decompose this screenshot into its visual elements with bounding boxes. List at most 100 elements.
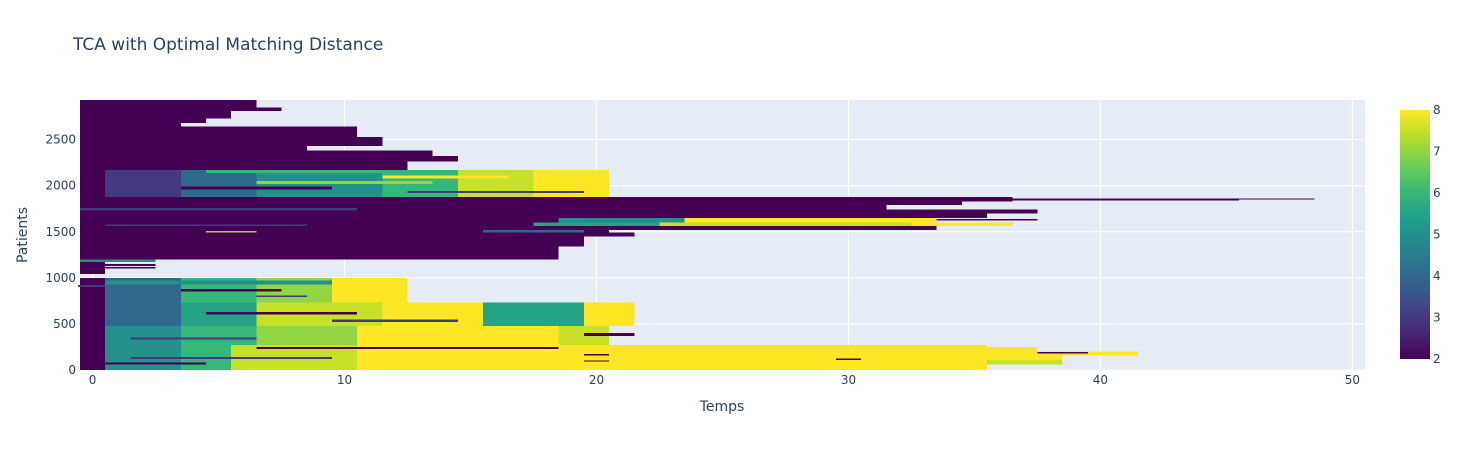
chart-title: TCA with Optimal Matching Distance <box>72 35 383 55</box>
heatmap-cell <box>80 196 1013 202</box>
heatmap-cell <box>80 325 106 346</box>
heatmap-cell <box>407 190 584 194</box>
heatmap-cell <box>80 213 988 218</box>
heatmap-cell <box>80 126 358 137</box>
y-tick-label: 2000 <box>45 179 76 193</box>
heatmap-cell <box>382 302 484 326</box>
x-tick-label: 40 <box>1093 373 1108 387</box>
heatmap-cell <box>205 230 257 233</box>
heatmap-cell <box>180 170 257 197</box>
heatmap-cell <box>105 362 206 365</box>
heatmap-cell <box>80 201 962 206</box>
heatmap-cell <box>1012 199 1240 201</box>
heatmap-cell <box>911 222 1013 227</box>
heatmap-cell <box>987 359 1063 365</box>
heatmap-cell <box>80 236 584 241</box>
x-tick-label: 0 <box>89 373 97 387</box>
heatmap-cell <box>987 346 1038 352</box>
heatmap-cell <box>357 345 988 370</box>
heatmap-cell <box>80 209 1038 214</box>
heatmap-cell <box>80 232 635 237</box>
heatmap-cell <box>80 259 156 263</box>
heatmap-cell <box>80 170 106 197</box>
x-axis-title: Temps <box>699 399 745 415</box>
heatmap-cell <box>80 111 232 119</box>
heatmap-cell <box>80 246 559 252</box>
heatmap-cell <box>105 224 307 227</box>
colorbar-tick-label: 2 <box>1433 352 1441 366</box>
x-tick-label: 50 <box>1345 373 1360 387</box>
heatmap-cell <box>1012 198 1315 200</box>
heatmap-cell <box>80 240 584 247</box>
heatmap-cell <box>80 123 181 127</box>
heatmap-cell <box>80 277 106 303</box>
heatmap-cell <box>583 353 610 356</box>
heatmap-cell <box>80 161 408 171</box>
heatmap-cell <box>886 359 988 370</box>
heatmap-cell <box>80 207 358 211</box>
heatmap-cell <box>80 150 433 157</box>
heatmap-cell <box>684 217 937 223</box>
heatmap-cell <box>105 280 332 285</box>
heatmap-cell <box>80 156 458 162</box>
heatmap-cell <box>936 218 1038 221</box>
colorbar: 2 3 4 5 6 7 8 <box>1400 103 1441 366</box>
heatmap-cell <box>105 266 156 269</box>
colorbar-tick-label: 4 <box>1433 269 1441 283</box>
heatmap-cell <box>130 357 332 359</box>
colorbar-tick-label: 6 <box>1433 186 1441 200</box>
heatmap-cell <box>1037 352 1088 354</box>
colorbar-tick-label: 8 <box>1433 103 1441 117</box>
x-axis-ticks: 0 10 20 30 40 50 <box>89 373 1360 387</box>
heatmap-cell <box>382 175 509 179</box>
heatmap-cell <box>256 325 358 346</box>
heatmap-cell <box>533 222 660 227</box>
heatmap-cell <box>205 170 383 173</box>
heatmap-cell <box>583 360 610 362</box>
heatmap-cell <box>583 333 635 336</box>
heatmap-cell <box>483 229 584 233</box>
heatmap-cell <box>483 302 584 326</box>
y-axis-ticks: 0 500 1000 1500 2000 2500 <box>45 133 76 377</box>
colorbar-tick-label: 5 <box>1433 228 1441 242</box>
heatmap-cell <box>78 285 106 288</box>
y-tick-label: 500 <box>53 317 76 331</box>
x-tick-label: 10 <box>337 373 352 387</box>
heatmap-cell <box>357 325 559 346</box>
heatmap-cell <box>80 100 257 108</box>
heatmap-cell <box>256 346 559 349</box>
heatmap-cell <box>558 217 685 223</box>
heatmap-cell <box>583 302 635 326</box>
heatmap-cell <box>80 136 383 147</box>
heatmap <box>78 100 1315 370</box>
heatmap-cell <box>80 146 307 151</box>
heatmap-cell <box>105 264 156 266</box>
heatmap-cell <box>987 355 1063 360</box>
heatmap-cell <box>80 302 106 326</box>
y-tick-label: 1500 <box>45 225 76 239</box>
heatmap-cell <box>659 222 912 227</box>
heatmap-cell <box>331 277 408 303</box>
y-axis-title: Patients <box>15 207 31 263</box>
colorbar-tick-label: 7 <box>1433 145 1441 159</box>
heatmap-cell <box>331 319 458 323</box>
heatmap-cell <box>80 251 559 260</box>
heatmap-cell <box>80 217 559 223</box>
heatmap-cell <box>80 268 106 275</box>
heatmap-cell <box>105 170 181 197</box>
heatmap-cell <box>180 325 257 346</box>
heatmap-cell <box>130 337 257 340</box>
heatmap-cell <box>80 205 887 210</box>
heatmap-cell <box>105 302 181 326</box>
heatmap-cell <box>180 186 332 190</box>
heatmap-cell <box>105 325 181 346</box>
heatmap-cell <box>80 107 282 112</box>
y-tick-label: 2500 <box>45 133 76 147</box>
heatmap-cell <box>80 345 106 370</box>
heatmap-cell <box>835 358 862 360</box>
y-tick-label: 0 <box>68 363 76 377</box>
colorbar-tick-label: 3 <box>1433 311 1441 325</box>
x-tick-label: 30 <box>841 373 856 387</box>
